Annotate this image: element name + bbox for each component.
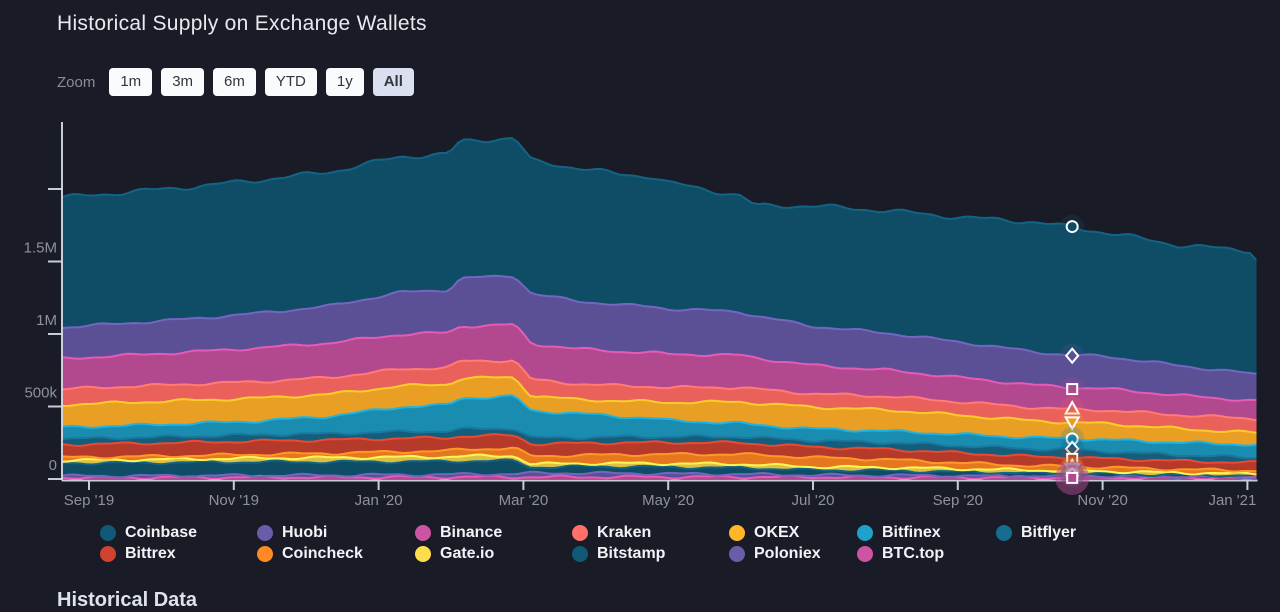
- area-bitstamp[interactable]: [62, 459, 1257, 479]
- legend-label: Poloniex: [754, 545, 821, 562]
- area-bitfinex[interactable]: [62, 395, 1257, 459]
- legend-item-poloniex[interactable]: Poloniex: [729, 545, 821, 563]
- zoom-toolbar-label: Zoom: [57, 73, 96, 91]
- area-line-coinbase: [61, 137, 1257, 261]
- legend-item-coincheck[interactable]: Coincheck: [257, 545, 363, 563]
- area-coinbase[interactable]: [62, 138, 1257, 374]
- footer-section-heading: Historical Data: [57, 589, 198, 611]
- legend-label: Huobi: [282, 524, 328, 541]
- legend-dot-icon: [100, 546, 116, 562]
- x-axis-label: Jan '21: [1208, 492, 1256, 509]
- legend-label: Bitfinex: [882, 524, 941, 541]
- area-bitflyer[interactable]: [62, 427, 1257, 463]
- diamond-marker-icon: [1064, 347, 1080, 365]
- page-title: Historical Supply on Exchange Wallets: [57, 12, 427, 35]
- legend-dot-icon: [100, 525, 116, 541]
- area-line-bitflyer: [61, 426, 1257, 460]
- triangle-marker-icon: [1063, 399, 1081, 415]
- legend-dot-icon: [257, 525, 273, 541]
- legend-label: Coinbase: [125, 524, 198, 541]
- x-axis-label: Jul '20: [792, 492, 835, 509]
- square-marker-icon: [1066, 471, 1079, 484]
- y-axis-label: 1.5M: [24, 240, 57, 257]
- point-marker-kraken[interactable]: [1060, 396, 1085, 421]
- legend-item-binance[interactable]: Binance: [415, 524, 502, 542]
- y-axis-label: 500k: [24, 385, 57, 402]
- legend-dot-icon: [257, 546, 273, 562]
- legend-item-okex[interactable]: OKEX: [729, 524, 799, 542]
- legend-item-bittrex[interactable]: Bittrex: [100, 545, 176, 563]
- point-marker-bitfinex[interactable]: [1060, 426, 1085, 451]
- legend-item-bitflyer[interactable]: Bitflyer: [996, 524, 1076, 542]
- area-binance[interactable]: [62, 324, 1257, 421]
- x-axis-label: Nov '20: [1077, 492, 1127, 509]
- legend-dot-icon: [729, 546, 745, 562]
- point-marker-coinbase[interactable]: [1060, 214, 1085, 239]
- area-huobi[interactable]: [62, 275, 1257, 401]
- area-line-bittrex: [61, 433, 1257, 464]
- x-axis-label: May '20: [642, 492, 694, 509]
- zoom-buttons-group: 1m 3m 6m YTD 1y All: [109, 68, 423, 96]
- x-axis-label: Sep '20: [933, 492, 983, 509]
- legend-dot-icon: [415, 525, 431, 541]
- point-marker-huobi[interactable]: [1060, 343, 1085, 368]
- x-axis-label: Jan '20: [355, 492, 403, 509]
- legend-dot-icon: [415, 546, 431, 562]
- legend-label: OKEX: [754, 524, 800, 541]
- legend-label: BTC.top: [882, 545, 945, 562]
- zoom-button-6m[interactable]: 6m: [213, 68, 256, 96]
- legend-dot-icon: [729, 525, 745, 541]
- legend-label: Bitflyer: [1021, 524, 1077, 541]
- legend-item-coinbase[interactable]: Coinbase: [100, 524, 197, 542]
- y-axis-label: 1M: [36, 312, 57, 329]
- area-okex[interactable]: [62, 376, 1257, 446]
- area-line-kraken: [61, 359, 1257, 422]
- area-line-bitfinex: [61, 394, 1257, 447]
- legend-item-huobi[interactable]: Huobi: [257, 524, 327, 542]
- legend-label: Coincheck: [282, 545, 363, 562]
- circle-marker-icon: [1065, 220, 1079, 234]
- legend-dot-icon: [572, 525, 588, 541]
- legend-item-btctop[interactable]: BTC.top: [857, 545, 944, 563]
- legend-label: Bittrex: [125, 545, 176, 562]
- legend-item-bitstamp[interactable]: Bitstamp: [572, 545, 665, 563]
- legend-label: Binance: [440, 524, 503, 541]
- legend-item-kraken[interactable]: Kraken: [572, 524, 651, 542]
- point-marker-binance[interactable]: [1060, 377, 1085, 402]
- legend-label: Kraken: [597, 524, 652, 541]
- zoom-toolbar: Zoom 1m 3m 6m YTD 1y All: [57, 68, 423, 96]
- triangle-down-marker-icon: [1063, 416, 1081, 431]
- x-axis-label: Sep '19: [64, 492, 114, 509]
- legend-label: Bitstamp: [597, 545, 666, 562]
- area-line-okex: [61, 375, 1257, 434]
- x-axis-label: Mar '20: [499, 492, 549, 509]
- x-axis-label: Nov '19: [209, 492, 259, 509]
- legend-item-bitfinex[interactable]: Bitfinex: [857, 524, 941, 542]
- area-coincheck[interactable]: [62, 447, 1257, 475]
- legend-dot-icon: [857, 546, 873, 562]
- square-marker-icon: [1066, 383, 1079, 396]
- legend-dot-icon: [572, 546, 588, 562]
- area-line-huobi: [61, 274, 1257, 375]
- legend-dot-icon: [996, 525, 1012, 541]
- zoom-button-1y[interactable]: 1y: [325, 68, 364, 96]
- zoom-button-3m[interactable]: 3m: [161, 68, 205, 96]
- area-line-binance: [61, 323, 1257, 402]
- point-marker-btctop[interactable]: [1055, 460, 1090, 495]
- legend-dot-icon: [857, 525, 873, 541]
- y-axis-label: 0: [49, 457, 57, 474]
- zoom-button-all[interactable]: All: [372, 68, 414, 96]
- legend-label: Gate.io: [440, 545, 495, 562]
- zoom-button-ytd[interactable]: YTD: [264, 68, 317, 96]
- legend-item-gateio[interactable]: Gate.io: [415, 545, 494, 563]
- zoom-button-1m[interactable]: 1m: [109, 68, 153, 96]
- point-marker-okex[interactable]: [1060, 410, 1085, 435]
